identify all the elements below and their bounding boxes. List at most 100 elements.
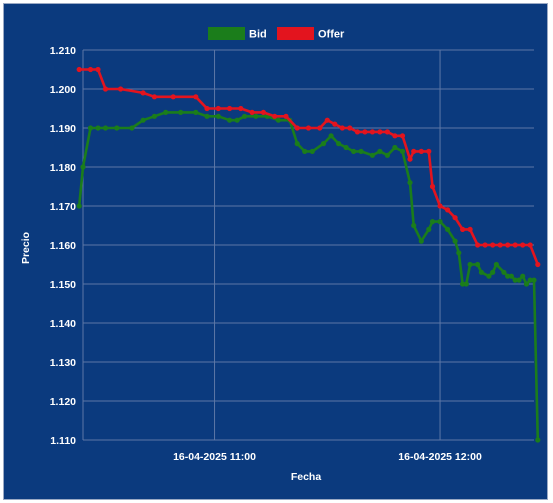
data-point-bid: [309, 148, 315, 154]
line-chart: 1.110 1.120 1.130 1.140 1.150 1.160 1.170 1.180…: [20, 27, 541, 483]
data-point-bid: [437, 219, 443, 225]
y-tick-label: 1.110: [50, 435, 76, 447]
legend[interactable]: Bid Offer: [208, 27, 345, 41]
data-point-offer: [272, 113, 278, 119]
data-point-bid: [467, 261, 473, 268]
data-point-bid: [227, 117, 233, 123]
data-point-bid: [178, 109, 184, 115]
data-point-bid: [392, 144, 398, 151]
data-point-bid: [163, 109, 169, 115]
data-point-offer: [249, 109, 255, 115]
data-point-offer: [354, 129, 360, 135]
data-point-bid: [294, 141, 300, 147]
data-point-offer: [505, 242, 511, 248]
data-point-offer: [392, 133, 398, 139]
y-tick-label: 1.130: [50, 357, 76, 369]
data-point-bid: [486, 273, 492, 279]
legend-label-offer[interactable]: Offer: [318, 29, 345, 41]
grid: [82, 49, 534, 441]
data-point-bid: [336, 141, 342, 147]
data-point-offer: [317, 125, 323, 131]
data-point-bid: [328, 133, 334, 139]
data-point-bid: [302, 148, 308, 154]
legend-swatch-offer[interactable]: [277, 27, 314, 40]
y-tick-label: 1.140: [50, 318, 76, 330]
data-point-bid: [234, 117, 240, 123]
data-point-bid: [140, 117, 146, 123]
data-point-bid: [76, 203, 82, 209]
data-point-offer: [527, 242, 533, 248]
data-point-bid: [531, 277, 537, 283]
data-point-offer: [332, 121, 338, 127]
data-point-bid: [253, 113, 259, 119]
y-tick-label: 1.180: [50, 162, 76, 174]
data-point-offer: [445, 207, 451, 213]
y-tick-label: 1.200: [50, 84, 76, 96]
legend-swatch-bid[interactable]: [208, 27, 245, 40]
data-point-offer: [204, 105, 210, 112]
data-point-offer: [429, 183, 436, 190]
data-point-bid: [114, 125, 120, 131]
data-point-bid: [456, 250, 462, 256]
data-point-offer: [460, 226, 466, 232]
data-point-offer: [437, 203, 443, 209]
data-point-offer: [377, 129, 383, 135]
data-point-offer: [369, 129, 375, 135]
data-point-offer: [76, 66, 82, 73]
data-point-offer: [452, 215, 458, 221]
data-point-bid: [463, 281, 469, 287]
data-point-offer: [95, 66, 101, 73]
data-point-bid: [193, 109, 199, 115]
data-point-bid: [407, 180, 413, 186]
data-point-bid: [478, 269, 484, 275]
y-tick-label: 1.150: [50, 279, 76, 291]
data-point-bid: [129, 125, 135, 131]
data-point-offer: [118, 86, 124, 92]
data-point-offer: [283, 113, 289, 119]
data-point-offer: [339, 125, 345, 131]
data-point-bid: [87, 125, 94, 131]
data-point-bid: [343, 144, 349, 151]
data-point-offer: [227, 105, 233, 112]
data-point-offer: [482, 242, 488, 248]
data-point-offer: [294, 125, 300, 131]
data-point-bid: [351, 148, 357, 154]
data-point-bid: [429, 219, 436, 225]
data-point-bid: [95, 125, 101, 131]
data-point-bid: [535, 437, 541, 443]
data-point-offer: [151, 94, 157, 100]
data-point-offer: [87, 66, 94, 73]
data-point-offer: [418, 148, 424, 154]
data-point-bid: [516, 277, 522, 283]
data-point-bid: [501, 269, 507, 275]
data-point-bid: [384, 152, 390, 158]
y-tick-label: 1.190: [50, 123, 76, 135]
data-point-bid: [426, 226, 432, 232]
data-point-offer: [512, 242, 518, 248]
data-point-offer: [490, 242, 496, 248]
chart-panel: 1.110 1.120 1.130 1.140 1.150 1.160 1.170 1.180…: [3, 3, 548, 500]
y-axis-title: Precio: [20, 232, 32, 264]
y-tick-label: 1.170: [50, 201, 76, 213]
data-point-offer: [535, 261, 541, 268]
data-point-bid: [512, 277, 518, 283]
data-point-bid: [418, 238, 424, 244]
data-point-offer: [411, 148, 417, 154]
x-tick-label: 16-04-2025 12:00: [398, 451, 482, 463]
data-point-offer: [399, 133, 406, 139]
y-tick-label: 1.160: [50, 240, 76, 252]
data-point-offer: [426, 148, 432, 154]
data-point-bid: [445, 226, 451, 232]
data-point-offer: [170, 94, 176, 100]
data-point-offer: [347, 125, 353, 131]
data-point-offer: [102, 86, 109, 92]
data-point-bid: [490, 269, 496, 275]
legend-label-bid[interactable]: Bid: [249, 29, 267, 41]
data-point-bid: [520, 273, 526, 279]
data-point-offer: [260, 109, 266, 115]
data-point-bid: [102, 125, 109, 131]
x-axis-ticks: 16-04-2025 11:00 16-04-2025 12:00: [173, 451, 482, 463]
data-point-offer: [497, 242, 503, 248]
series-bid: [76, 109, 541, 443]
data-point-bid: [523, 281, 530, 287]
